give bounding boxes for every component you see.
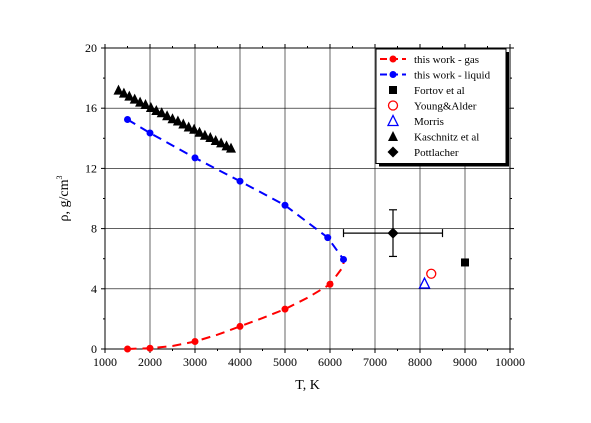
legend-item: Young&Alder xyxy=(387,100,477,113)
legend-marker xyxy=(386,114,400,127)
x-tick-label: 10000 xyxy=(495,355,525,369)
legend-label: Kaschnitz et al xyxy=(414,132,479,144)
legend-label: this work - liquid xyxy=(414,70,491,82)
data-point xyxy=(183,121,194,132)
data-point xyxy=(129,93,140,104)
y-tick-label: 8 xyxy=(91,222,97,236)
data-point xyxy=(189,123,200,134)
y-tick-label: 4 xyxy=(91,282,97,296)
y-tick-label: 20 xyxy=(85,41,97,55)
x-tick-label: 3000 xyxy=(183,355,207,369)
data-point xyxy=(236,177,244,185)
y-tick-label: 12 xyxy=(85,161,97,175)
series-this-work-liquid xyxy=(124,115,347,263)
data-point xyxy=(324,234,332,242)
data-point xyxy=(124,115,131,123)
series-line xyxy=(126,118,345,261)
series-pottlacher xyxy=(342,209,444,258)
legend-marker xyxy=(387,100,399,111)
x-tick-label: 7000 xyxy=(363,355,387,369)
data-point xyxy=(281,305,289,313)
legend-marker xyxy=(389,55,397,63)
series-this-work-gas xyxy=(124,258,345,353)
data-point xyxy=(140,98,151,109)
x-tick-label: 4000 xyxy=(228,355,252,369)
series-morris xyxy=(418,276,431,289)
data-point xyxy=(118,87,129,98)
data-point xyxy=(124,90,135,101)
data-point xyxy=(340,255,347,263)
data-point xyxy=(281,201,289,209)
legend-marker xyxy=(387,146,399,158)
legend-item: Fortov et al xyxy=(389,85,465,97)
legend-item: Kaschnitz et al xyxy=(388,131,479,144)
series-line xyxy=(127,258,345,350)
data-point xyxy=(124,345,131,353)
data-point xyxy=(178,118,189,129)
legend-item: this work - liquid xyxy=(380,70,491,82)
legend-marker xyxy=(389,86,397,94)
legend-item: Morris xyxy=(386,114,444,128)
data-point xyxy=(162,110,173,121)
legend-label: Young&Alder xyxy=(414,101,477,113)
data-point xyxy=(113,84,124,95)
y-tick-label: 16 xyxy=(85,101,97,115)
legend-label: Fortov et al xyxy=(414,85,465,97)
series-fortov-et-al xyxy=(461,258,469,267)
data-point xyxy=(151,104,162,115)
x-axis-title: T, K xyxy=(295,378,320,393)
data-point xyxy=(191,337,199,345)
legend-label: this work - gas xyxy=(414,54,479,66)
data-point xyxy=(146,344,154,352)
data-point xyxy=(194,126,205,137)
legend-item: this work - gas xyxy=(380,54,479,66)
data-point xyxy=(167,113,178,124)
data-point xyxy=(191,154,199,162)
axis-ticks: 1000 2000 3000 4000 5000 6000 7000 8000 9000 1000… xyxy=(85,41,525,369)
data-point xyxy=(236,322,244,330)
legend-label: Morris xyxy=(414,116,444,128)
legend-item: Pottlacher xyxy=(387,146,459,159)
y-axis-title-superscript: 3 xyxy=(55,176,64,180)
series-young-alder xyxy=(426,268,437,279)
x-tick-label: 9000 xyxy=(453,355,477,369)
data-point xyxy=(172,115,183,126)
data-point xyxy=(426,268,437,279)
y-axis-title-main: ρ, g/cm xyxy=(57,179,72,221)
data-point xyxy=(156,107,167,118)
x-tick-label: 6000 xyxy=(318,355,342,369)
legend-marker xyxy=(388,131,398,141)
x-tick-label: 1000 xyxy=(93,355,117,369)
data-point xyxy=(418,276,431,289)
x-tick-label: 2000 xyxy=(138,355,162,369)
data-point xyxy=(135,96,146,107)
data-point xyxy=(226,142,236,153)
data-point xyxy=(326,280,334,288)
series-kaschnitz-et-al xyxy=(113,84,236,153)
y-tick-label: 0 xyxy=(91,342,97,356)
data-point xyxy=(145,101,156,112)
legend: this work - gas this work - liquid Fortov … xyxy=(375,48,509,167)
data-point xyxy=(210,135,221,146)
data-point xyxy=(199,129,210,140)
data-point xyxy=(205,132,216,143)
y-axis-title: ρ, g/cm3 xyxy=(55,176,72,222)
legend-marker xyxy=(389,71,397,78)
data-point xyxy=(461,258,469,267)
x-tick-label: 8000 xyxy=(408,355,432,369)
data-point xyxy=(216,137,227,148)
legend-box xyxy=(375,48,507,164)
grid xyxy=(105,48,510,349)
x-tick-label: 5000 xyxy=(273,355,297,369)
series-layer xyxy=(113,84,469,353)
data-point xyxy=(146,129,154,137)
legend-label: Pottlacher xyxy=(414,147,459,159)
data-point xyxy=(387,227,399,239)
